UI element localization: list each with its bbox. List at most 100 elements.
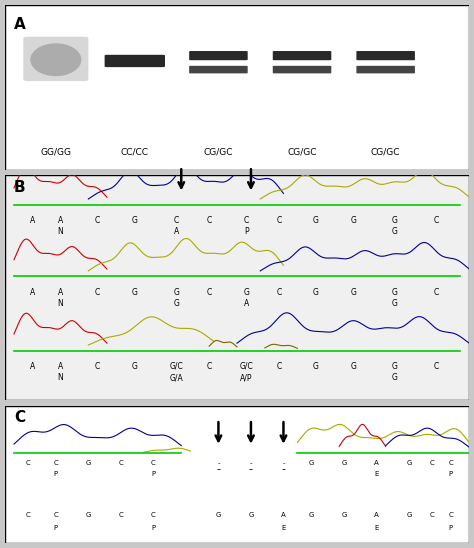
Text: P: P [54,525,58,530]
FancyBboxPatch shape [273,66,331,73]
Text: C: C [448,460,453,466]
Text: G: G [173,288,180,296]
FancyBboxPatch shape [356,66,415,73]
Text: A: A [244,299,249,308]
Text: C: C [26,512,30,518]
Text: G: G [309,512,314,518]
Text: A: A [174,227,179,236]
Text: A: A [374,460,379,466]
Text: -: - [217,464,220,475]
Text: P: P [244,227,248,236]
Text: G: G [243,288,249,296]
Text: CG/GC: CG/GC [287,148,317,157]
FancyBboxPatch shape [5,5,469,170]
Text: G/C: G/C [239,362,253,371]
FancyBboxPatch shape [189,51,248,60]
Text: C: C [118,512,123,518]
Text: C: C [434,216,439,225]
Text: G: G [392,299,398,308]
Text: G/C: G/C [170,362,183,371]
Text: C: C [54,512,58,518]
Text: G: G [341,512,346,518]
FancyBboxPatch shape [273,51,331,60]
Text: C: C [430,460,435,466]
FancyBboxPatch shape [105,55,165,67]
Text: C: C [434,288,439,296]
Text: C: C [151,512,156,518]
Text: C: C [207,288,212,296]
Text: G: G [132,216,138,225]
Text: G: G [86,460,91,466]
Text: C: C [151,460,156,466]
Text: G: G [406,460,411,466]
Text: A: A [58,362,63,371]
Text: P: P [448,525,453,530]
Text: G: G [392,216,398,225]
Text: G: G [313,288,319,296]
Text: N: N [58,373,64,382]
Text: C: C [174,216,179,225]
Text: A/P: A/P [240,373,253,382]
Text: C: C [95,216,100,225]
FancyBboxPatch shape [5,406,469,543]
Text: P: P [448,471,453,477]
Text: CG/GC: CG/GC [204,148,233,157]
Text: C: C [95,362,100,371]
Text: A: A [58,288,63,296]
Text: A: A [30,362,35,371]
Text: P: P [151,471,155,477]
Text: G: G [313,216,319,225]
Text: G: G [350,362,356,371]
Text: C: C [26,460,30,466]
Ellipse shape [30,43,82,76]
Text: A: A [30,288,35,296]
Text: E: E [374,525,379,530]
Text: E: E [374,471,379,477]
Text: -: - [282,460,285,466]
Text: G: G [341,460,346,466]
Text: C: C [430,512,435,518]
Text: C: C [95,288,100,296]
Text: G: G [309,460,314,466]
Text: C: C [207,362,212,371]
Text: C: C [434,362,439,371]
Text: C: C [276,362,282,371]
Text: -: - [282,464,285,475]
Text: C: C [448,512,453,518]
Text: G: G [248,512,254,518]
Text: G: G [406,512,411,518]
Text: A: A [58,216,63,225]
Text: CC/CC: CC/CC [121,148,149,157]
Text: N: N [58,227,64,236]
Text: N: N [58,299,64,308]
Text: G: G [392,288,398,296]
Text: C: C [276,216,282,225]
Text: G: G [132,362,138,371]
Text: C: C [207,216,212,225]
Text: -: - [217,460,219,466]
Text: A: A [30,216,35,225]
Text: G: G [86,512,91,518]
Text: G/A: G/A [170,373,183,382]
Text: E: E [281,525,286,530]
Text: P: P [151,525,155,530]
Text: CG/GC: CG/GC [371,148,401,157]
Text: P: P [54,471,58,477]
Text: G: G [350,216,356,225]
Text: G: G [313,362,319,371]
FancyBboxPatch shape [356,51,415,60]
Text: B: B [14,180,26,195]
FancyBboxPatch shape [23,37,88,81]
Text: A: A [14,17,26,32]
Text: A: A [374,512,379,518]
Text: G: G [392,227,398,236]
Text: C: C [118,460,123,466]
FancyBboxPatch shape [5,175,469,400]
Text: C: C [244,216,249,225]
Text: C: C [14,410,25,425]
Text: -: - [249,464,253,475]
Text: G: G [350,288,356,296]
Text: GG/GG: GG/GG [40,148,72,157]
Text: G: G [216,512,221,518]
Text: G: G [173,299,180,308]
